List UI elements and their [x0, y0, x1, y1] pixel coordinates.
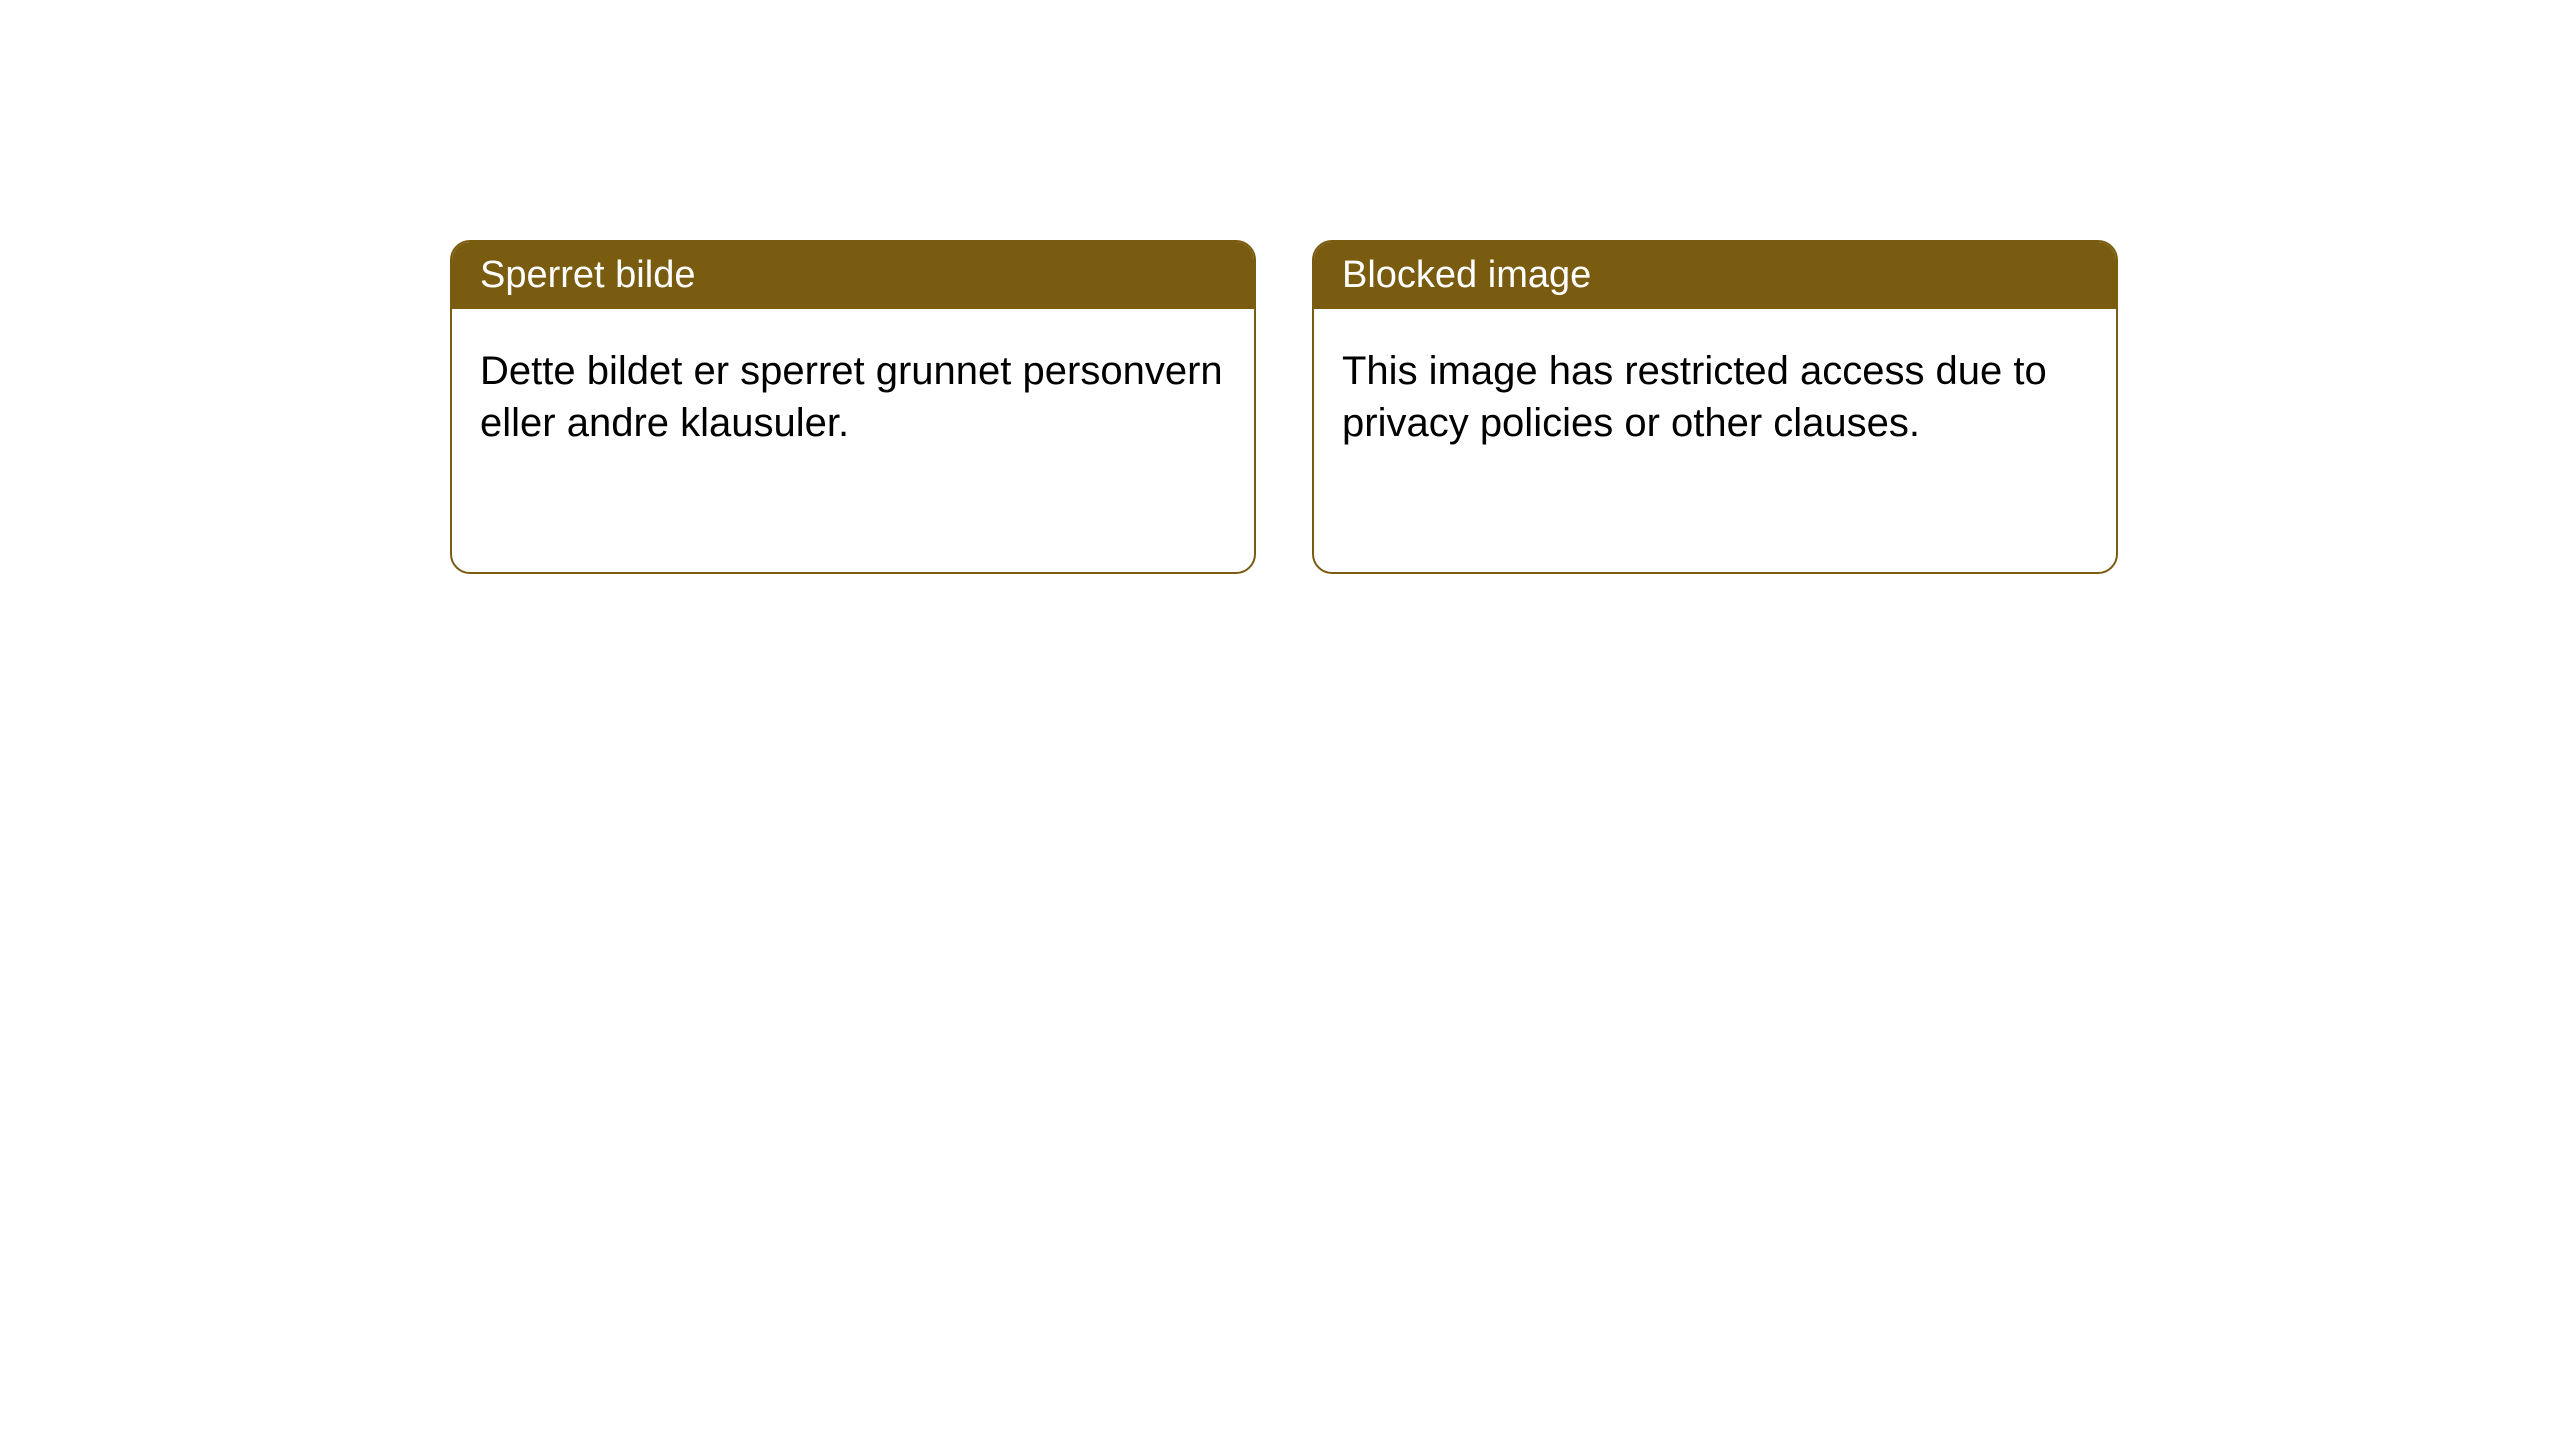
notice-card-english: Blocked image This image has restricted …: [1312, 240, 2118, 574]
notice-card-norwegian: Sperret bilde Dette bildet er sperret gr…: [450, 240, 1256, 574]
notice-body: This image has restricted access due to …: [1314, 309, 2116, 485]
notice-body: Dette bildet er sperret grunnet personve…: [452, 309, 1254, 485]
notice-title: Blocked image: [1314, 242, 2116, 309]
notice-container: Sperret bilde Dette bildet er sperret gr…: [0, 0, 2560, 574]
notice-title: Sperret bilde: [452, 242, 1254, 309]
